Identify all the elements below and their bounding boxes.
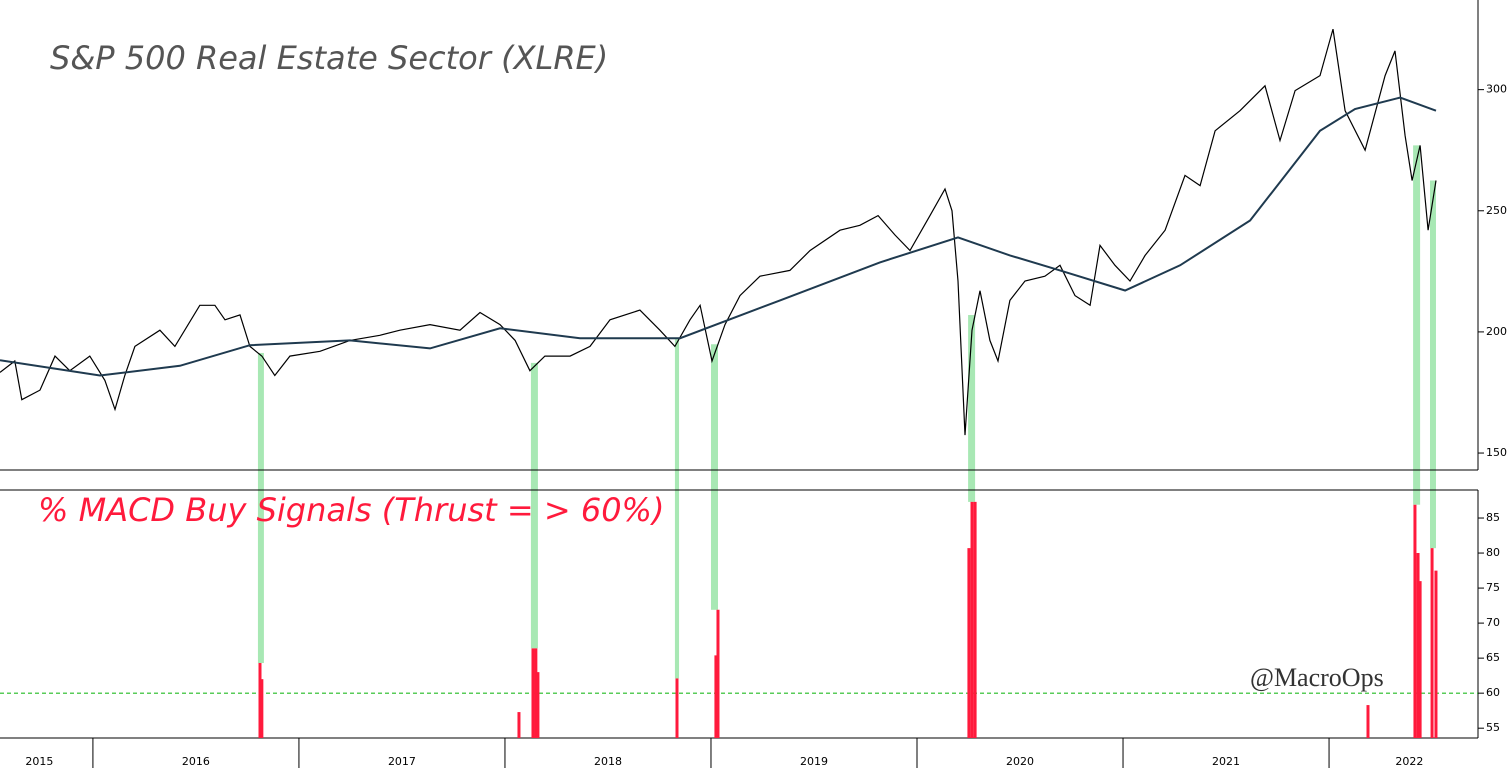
x-tick-label: 2022 [1395, 755, 1423, 768]
y-tick-label: 85 [1486, 511, 1500, 524]
y-tick-label: 300 [1486, 83, 1507, 96]
x-tick-label: 2018 [594, 755, 622, 768]
x-tick-label: 2017 [388, 755, 416, 768]
panel-title: % MACD Buy Signals (Thrust = > 60%) [38, 491, 664, 529]
signal-band [1429, 180, 1436, 549]
y-tick-label: 80 [1486, 546, 1500, 559]
y-tick-label: 250 [1486, 204, 1507, 217]
x-tick-label: 2019 [800, 755, 828, 768]
y-tick-label: 60 [1486, 686, 1500, 699]
x-tick-label: 2015 [25, 755, 53, 768]
annotation: @MacroOps [1250, 663, 1384, 692]
signal-band [1413, 145, 1421, 505]
price-line [0, 96, 1437, 377]
x-tick-label: 2021 [1212, 755, 1240, 768]
price-line [0, 28, 1437, 436]
signal-band [968, 315, 976, 502]
y-tick-label: 200 [1486, 325, 1507, 338]
signal-band [674, 339, 680, 679]
x-tick-label: 2020 [1006, 755, 1034, 768]
signal-band [530, 362, 538, 649]
signal-band [710, 344, 718, 610]
y-tick-label: 65 [1486, 651, 1500, 664]
x-tick-label: 2016 [182, 755, 210, 768]
chart-title: S&P 500 Real Estate Sector (XLRE) [50, 39, 608, 77]
y-tick-label: 150 [1486, 446, 1507, 459]
signal-band [257, 352, 264, 664]
y-tick-label: 55 [1486, 721, 1500, 734]
y-tick-label: 75 [1486, 581, 1500, 594]
y-tick-label: 70 [1486, 616, 1500, 629]
